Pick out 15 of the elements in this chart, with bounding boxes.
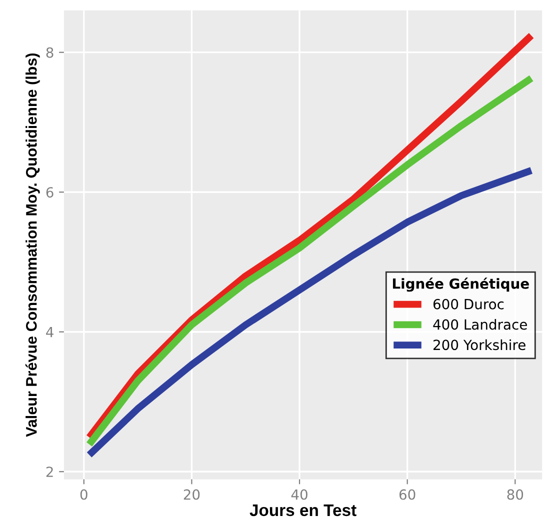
x-tick-label: 20 (184, 489, 200, 500)
legend-title: Lignée Génétique (392, 278, 529, 292)
y-tick-label: 2 (46, 466, 53, 477)
x-tick-label: 40 (291, 489, 308, 500)
legend-label: 200 Yorkshire (434, 339, 526, 350)
y-axis-title: Valeur Prévue Consommation Moy. Quotidienne (lbs) (25, 53, 40, 437)
x-tick-label: 80 (507, 489, 524, 500)
x-axis-title: Jours en Test (250, 504, 356, 516)
y-tick-label: 4 (46, 327, 54, 338)
x-tick-label: 60 (399, 489, 416, 500)
y-tick-label: 8 (46, 47, 54, 58)
y-tick-label: 6 (46, 187, 54, 198)
x-tick-label: 0 (80, 489, 88, 500)
legend-label: 400 Landrace (433, 319, 527, 330)
legend-label: 600 Duroc (433, 298, 504, 310)
